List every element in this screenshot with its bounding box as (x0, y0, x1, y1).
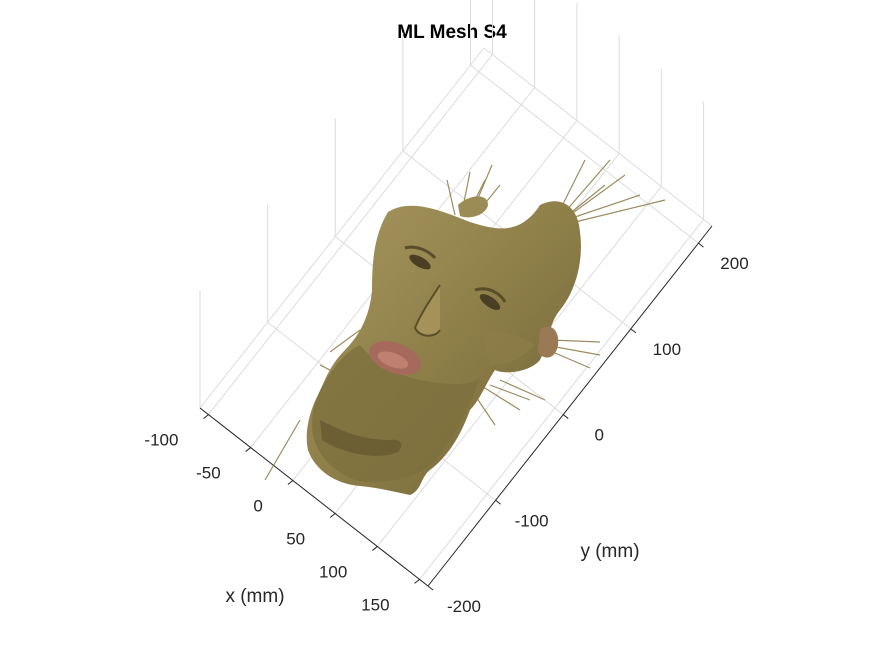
y-tick-label: 100 (653, 340, 681, 359)
y-ticks: -200 -100 0 100 200 (427, 242, 749, 616)
x-tick-mark (287, 480, 294, 485)
y-tick-label: 200 (720, 254, 748, 273)
x-tick-label: -50 (196, 464, 221, 483)
x-axis-label: x (mm) (225, 586, 284, 607)
y-tick-mark (562, 414, 569, 419)
grid-line (199, 47, 485, 409)
y-tick-label: -100 (515, 511, 549, 530)
y-tick-mark (427, 585, 434, 591)
x-tick-mark (372, 546, 378, 551)
y-tick-mark (495, 499, 501, 505)
x-tick-label: 100 (319, 562, 347, 581)
x-axis-line (199, 407, 429, 587)
chart-title: ML Mesh S4 (397, 22, 507, 43)
x-tick-label: 0 (253, 497, 262, 516)
x-tick-mark (203, 414, 209, 419)
y-axis-line (427, 225, 713, 587)
y-tick-mark (698, 242, 704, 248)
grid-line (208, 54, 493, 415)
face-mesh-surface (264, 159, 666, 495)
x-tick-mark (245, 447, 251, 452)
x-tick-mark (414, 579, 420, 584)
y-tick-label: 0 (595, 426, 604, 445)
grid-line (470, 64, 699, 244)
y-axis-label: y (mm) (580, 541, 639, 562)
x-tick-label: 50 (286, 529, 305, 548)
x-tick-label: -100 (144, 431, 178, 450)
grid-line (419, 219, 704, 580)
y-tick-mark (630, 328, 637, 334)
grid-line (483, 47, 713, 227)
x-tick-label: 150 (361, 595, 389, 614)
y-tick-label: -200 (447, 597, 481, 616)
x-tick-mark (329, 513, 336, 518)
x-ticks: -100 -50 0 50 100 150 (144, 414, 420, 614)
